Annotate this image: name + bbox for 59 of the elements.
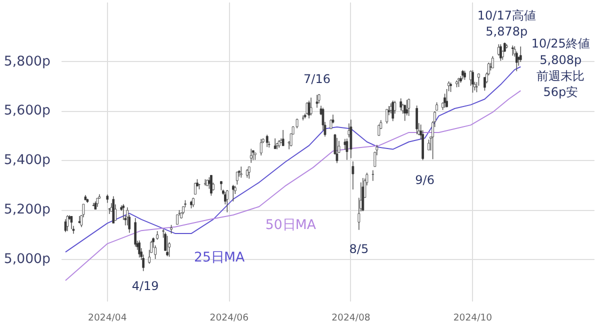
candlestick [511,45,514,56]
candlestick [400,98,402,111]
x-tick-label: 2024/04 [88,312,127,324]
candlestick [378,124,380,136]
candlestick [416,105,418,135]
annotation: 9/6 [415,173,434,188]
line-series [64,66,522,253]
candlestick [362,178,364,212]
candlestick [464,70,466,80]
line-series [64,90,522,281]
candlestick [484,76,486,92]
candlestick [250,148,252,164]
candlestick [444,93,446,108]
candlestick [208,176,210,190]
candlestick [386,108,388,124]
y-tick-label: 5,800p [4,54,51,70]
candlestick [476,82,478,93]
annotation: 4/19 [132,279,159,294]
candlestick [450,82,452,92]
candlestick [108,208,111,214]
candlestick [64,218,67,232]
candlestick [72,225,75,234]
candlestick [310,97,312,116]
series-label: 25日MA [194,250,245,266]
annotation: 7/16 [304,72,330,86]
candlestick [210,174,212,196]
candlestick [428,139,430,150]
candlestick [408,98,410,116]
candlestick [352,160,354,190]
candlestick [260,138,262,156]
candlestick [316,94,318,108]
candlestick [266,134,268,148]
annotation: 8/5 [349,242,369,256]
candlestick [236,171,238,186]
candlestick [318,94,320,104]
y-tick-label: 5,400p [4,153,51,168]
annotation: 10/25終値 5,808p 前週末比 56p安 [531,36,590,99]
candlestick [519,46,522,62]
candlestick [232,184,234,202]
candlestick [472,70,474,94]
candlestick [308,100,310,119]
candlestick [252,150,254,161]
candlestick [336,138,338,164]
y-tick-label: 5,600p [4,104,51,119]
y-tick-label: 5,000p [4,252,51,267]
x-tick-label: 2024/10 [453,312,492,324]
candlestick [392,100,394,122]
candlestick [499,44,502,62]
candlestick [176,214,178,225]
candlestick [350,119,352,159]
candlestick [372,170,374,182]
candlestick [226,190,228,213]
candlestick [192,197,194,208]
x-tick-label: 2024/06 [210,312,249,324]
y-tick-label: 5,200p [4,202,51,218]
candlestick [166,235,168,257]
annotation: 10/17高値 5,878p [477,8,536,39]
series-label: 50日MA [265,218,316,233]
x-tick-label: 2024/08 [332,312,370,324]
